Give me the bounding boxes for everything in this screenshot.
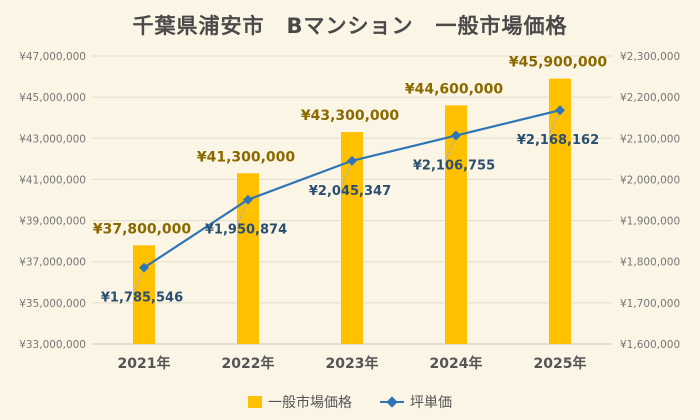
- y-left-tick-label: ¥37,000,000: [19, 257, 86, 269]
- line-point: [139, 262, 149, 273]
- y-right-tick-label: ¥1,900,000: [620, 216, 680, 228]
- y-right-tick-label: ¥2,000,000: [620, 174, 680, 186]
- line-point: [555, 105, 565, 116]
- y-left-tick-label: ¥33,000,000: [19, 339, 86, 351]
- legend-item-market-price: 一般市場価格: [248, 392, 352, 412]
- leader-line: [549, 110, 561, 135]
- legend-bar-swatch: [248, 396, 262, 408]
- y-left-tick-label: ¥45,000,000: [19, 92, 86, 104]
- y-left-tick-label: ¥41,000,000: [19, 174, 86, 186]
- y-left-tick-label: ¥35,000,000: [19, 298, 86, 310]
- bar-data-label: ¥41,300,000: [197, 149, 296, 165]
- line-data-label: ¥2,045,347: [309, 184, 391, 199]
- line-point: [347, 155, 357, 166]
- y-right-tick-label: ¥2,200,000: [620, 92, 680, 104]
- line-point: [243, 194, 253, 205]
- x-category-label: 2022年: [222, 355, 275, 372]
- y-left-tick-label: ¥43,000,000: [19, 133, 86, 145]
- y-right-tick-label: ¥2,300,000: [620, 51, 680, 63]
- line-data-label: ¥1,785,546: [101, 291, 183, 306]
- leader-line: [133, 267, 145, 292]
- bar: [237, 173, 259, 344]
- bar: [341, 132, 363, 344]
- y-right-tick-label: ¥1,700,000: [620, 298, 680, 310]
- y-left-tick-label: ¥39,000,000: [19, 216, 86, 228]
- y-right-tick-label: ¥2,100,000: [620, 133, 680, 145]
- bar: [133, 245, 155, 344]
- bar-data-label: ¥43,300,000: [301, 108, 400, 124]
- x-category-label: 2021年: [118, 355, 171, 372]
- leader-line: [237, 199, 249, 224]
- legend-label-market-price: 一般市場価格: [268, 395, 352, 411]
- line-data-label: ¥2,106,755: [413, 159, 495, 174]
- line-data-label: ¥2,168,162: [517, 133, 599, 148]
- legend-item-tsubo-price: 坪単価: [380, 392, 452, 412]
- bar-data-label: ¥44,600,000: [405, 81, 504, 97]
- y-right-tick-label: ¥1,600,000: [620, 339, 680, 351]
- bar: [549, 78, 571, 344]
- y-right-tick-label: ¥1,800,000: [620, 257, 680, 269]
- x-category-label: 2025年: [534, 355, 587, 372]
- bar-data-label: ¥37,800,000: [93, 221, 192, 237]
- leader-line: [341, 160, 353, 185]
- bar: [445, 105, 467, 344]
- x-category-label: 2023年: [326, 355, 379, 372]
- line-point: [451, 130, 461, 141]
- y-left-tick-label: ¥47,000,000: [19, 51, 86, 63]
- legend-label-tsubo-price: 坪単価: [410, 395, 452, 411]
- chart-legend: 一般市場価格 坪単価: [0, 392, 700, 412]
- legend-line-swatch: [380, 396, 404, 408]
- bar-data-label: ¥45,900,000: [509, 55, 608, 71]
- leader-line: [445, 135, 457, 160]
- x-category-label: 2024年: [430, 355, 483, 372]
- chart-title: 千葉県浦安市 Bマンション 一般市場価格: [132, 14, 568, 38]
- line-data-label: ¥1,950,874: [205, 223, 287, 238]
